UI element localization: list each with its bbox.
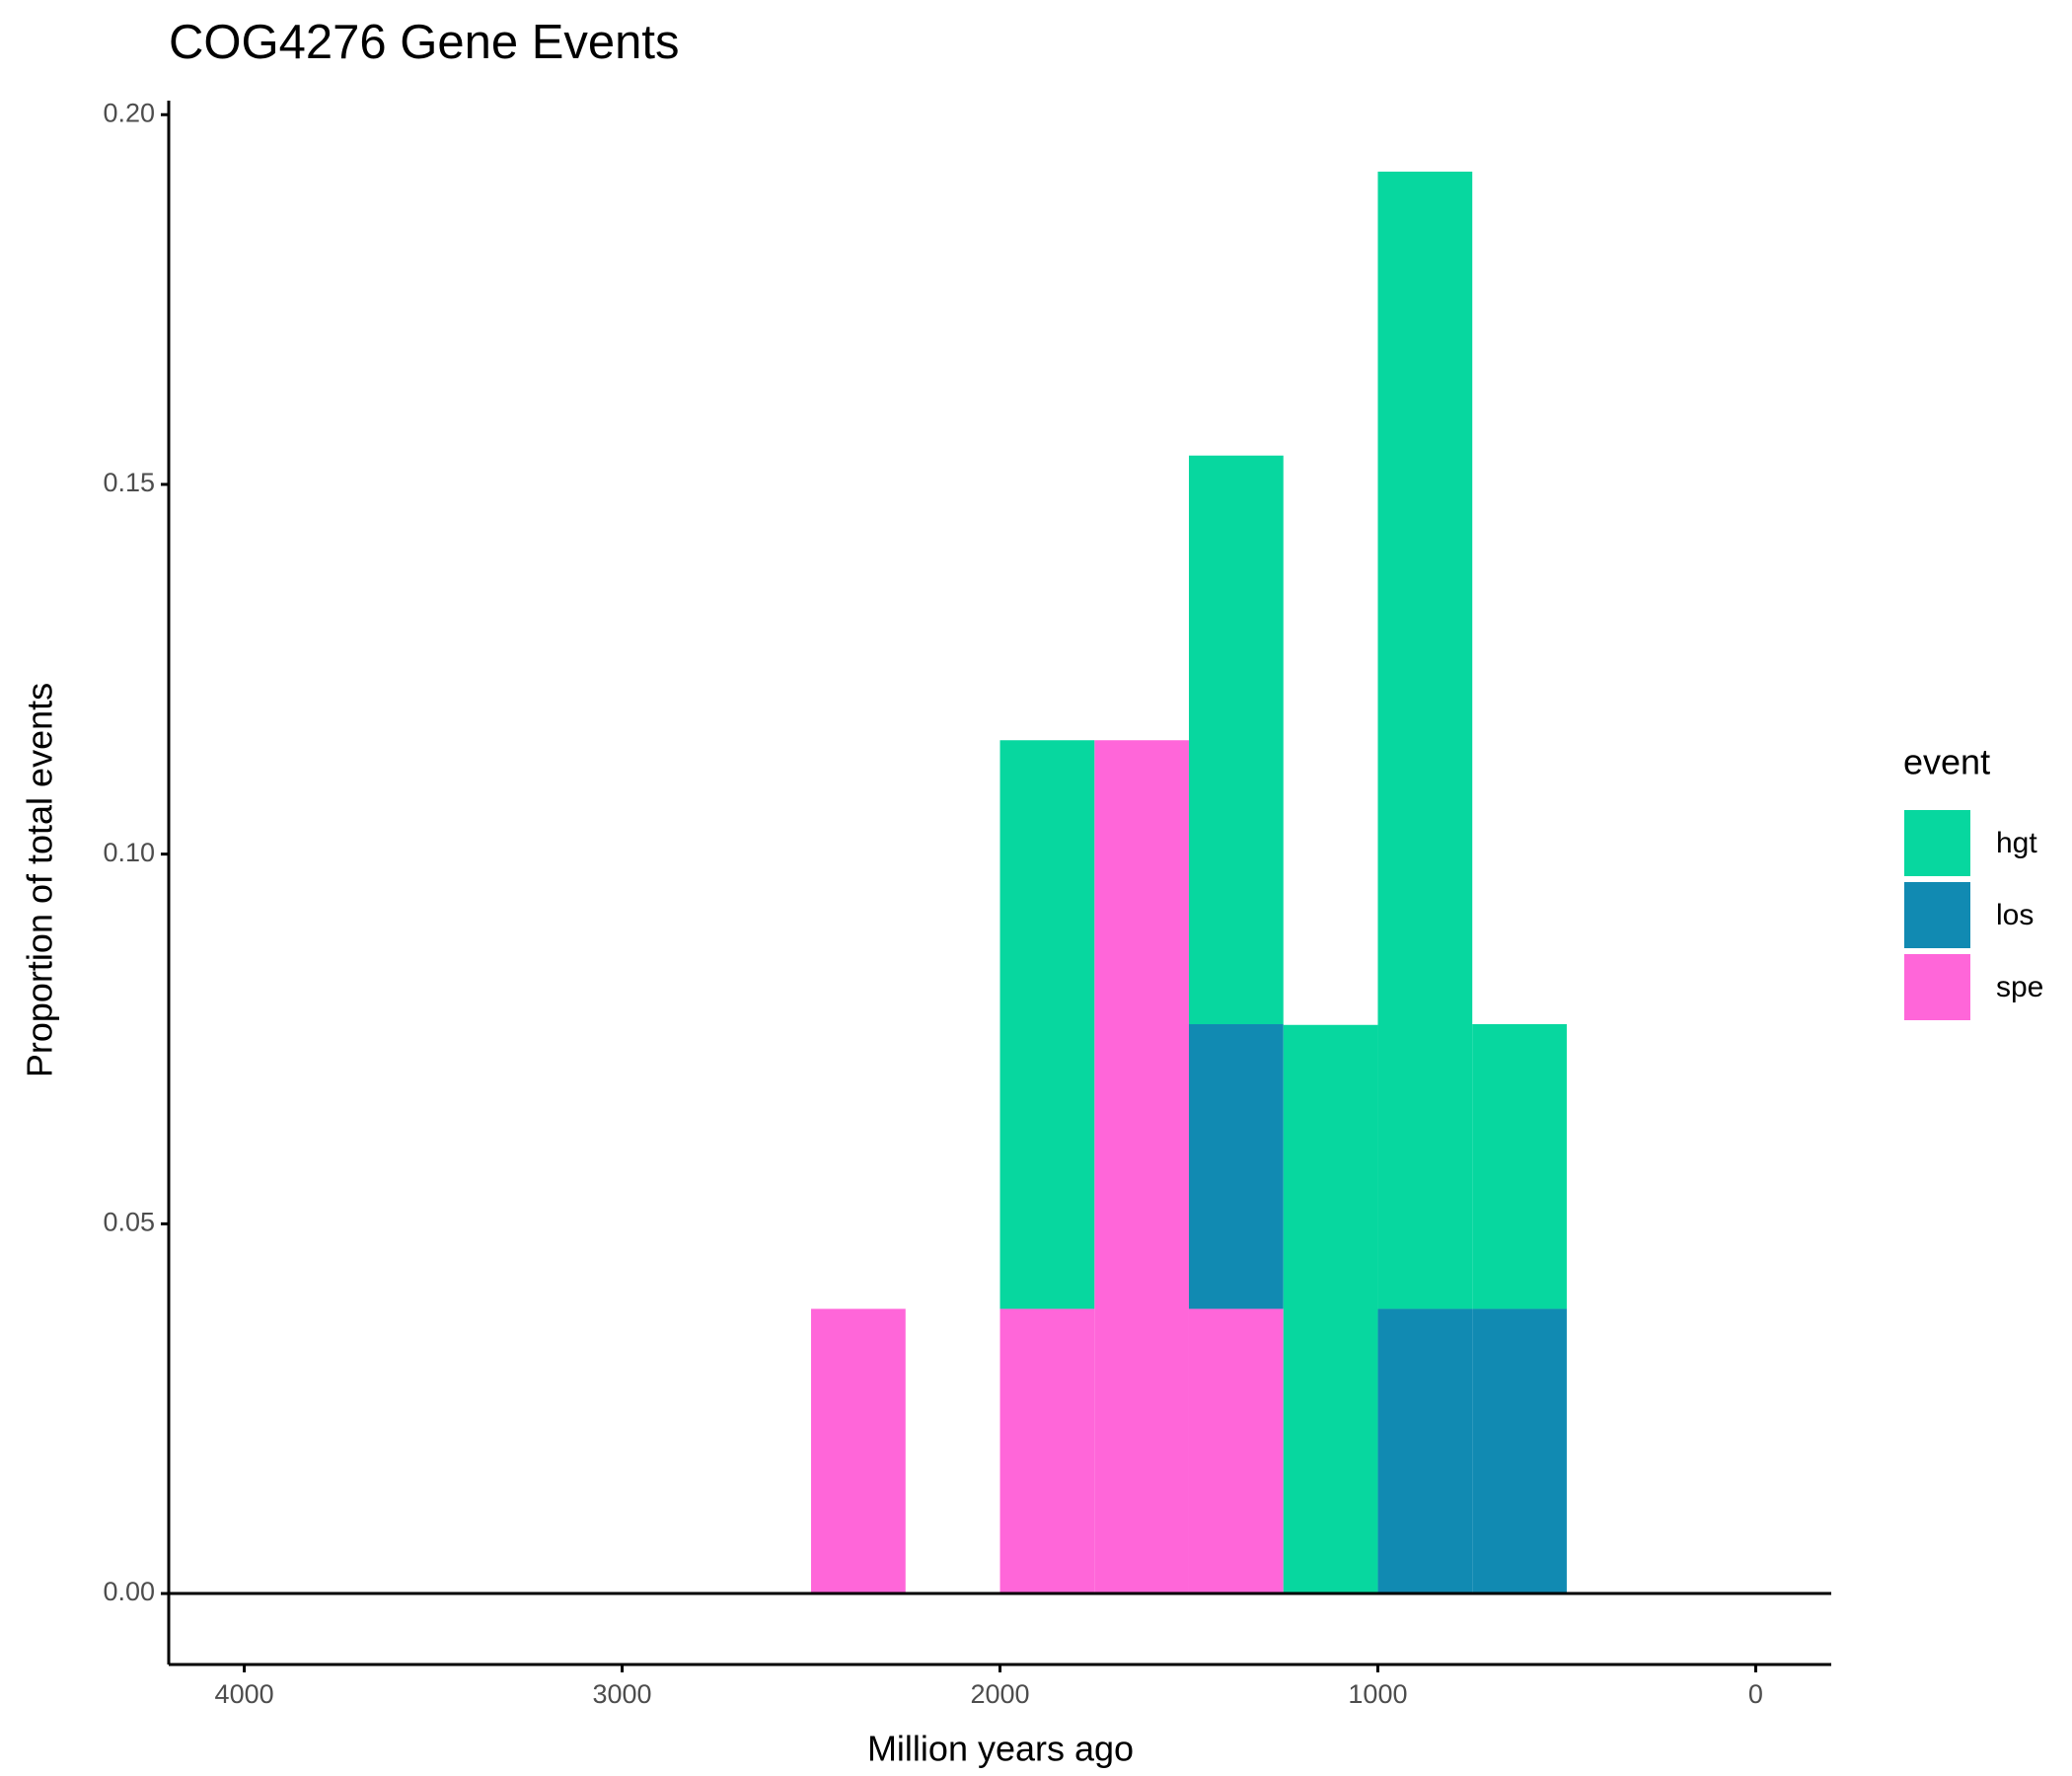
- bar: [999, 1308, 1095, 1594]
- x-tick-label: 1000: [1348, 1679, 1407, 1709]
- y-axis-title: Proportion of total events: [20, 683, 60, 1077]
- bar: [999, 740, 1095, 1309]
- y-tick-label: 0.10: [103, 838, 155, 867]
- legend-label: spe: [1996, 971, 2043, 1003]
- legend-title: event: [1903, 742, 1990, 782]
- x-tick-label: 3000: [593, 1679, 652, 1709]
- x-tick-label: 4000: [215, 1679, 274, 1709]
- bar: [811, 1308, 906, 1594]
- bar: [1377, 1308, 1473, 1594]
- y-tick-label: 0.05: [103, 1207, 155, 1236]
- bar: [1472, 1024, 1567, 1309]
- bar: [1188, 1024, 1284, 1309]
- y-tick-label: 0.00: [103, 1577, 155, 1606]
- legend-label: hgt: [1996, 827, 2037, 859]
- legend-key: [1904, 882, 1970, 948]
- legend-key: [1904, 810, 1970, 876]
- legend-label: los: [1996, 899, 2034, 931]
- bar: [1283, 1024, 1378, 1594]
- x-axis-title: Million years ago: [867, 1729, 1134, 1769]
- legend-key: [1904, 954, 1970, 1020]
- bar: [1472, 1308, 1567, 1594]
- bar: [1377, 171, 1473, 1309]
- x-tick-label: 2000: [970, 1679, 1029, 1709]
- y-tick-label: 0.15: [103, 468, 155, 497]
- chart-title: COG4276 Gene Events: [169, 16, 680, 69]
- bar: [1094, 740, 1189, 1594]
- bar: [1188, 1308, 1284, 1594]
- y-tick-label: 0.20: [103, 98, 155, 127]
- x-tick-label: 0: [1748, 1679, 1763, 1709]
- bar: [1188, 455, 1284, 1025]
